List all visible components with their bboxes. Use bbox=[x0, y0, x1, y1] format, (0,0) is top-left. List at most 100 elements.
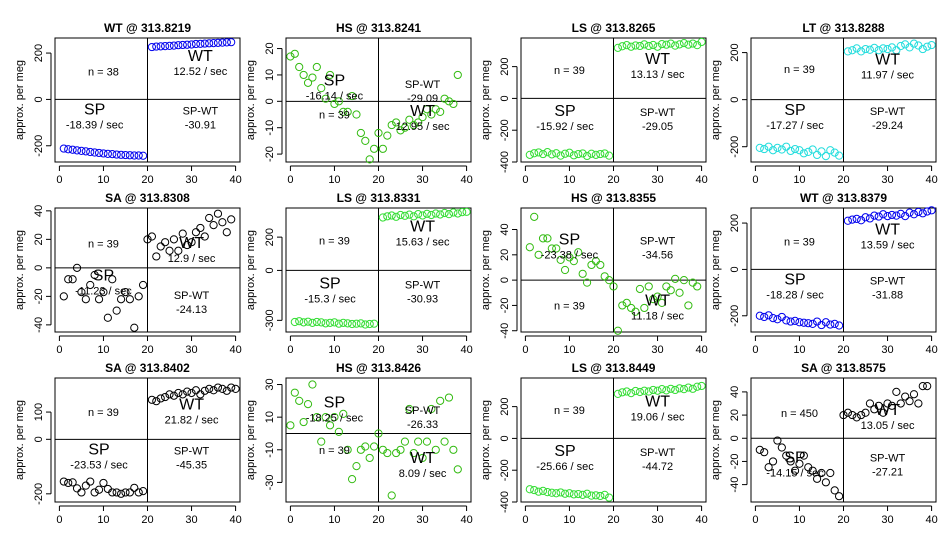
n-count-label: n = 39 bbox=[319, 235, 350, 247]
data-point bbox=[834, 151, 844, 160]
wt-rate: 12.9 / sec bbox=[168, 253, 216, 265]
data-point bbox=[200, 232, 209, 241]
y-tick-label: 0 bbox=[33, 436, 45, 442]
wt-title: WT bbox=[410, 218, 435, 235]
x-tick-label: 30 bbox=[651, 514, 663, 526]
data-point bbox=[826, 146, 835, 155]
sp-wt-value: -30.91 bbox=[185, 119, 216, 131]
panel-title: WT @ 313.8219 bbox=[104, 21, 191, 35]
data-point bbox=[671, 274, 680, 283]
data-point bbox=[94, 295, 104, 304]
data-point bbox=[569, 151, 578, 160]
data-point bbox=[308, 380, 317, 389]
x-tick-label: 10 bbox=[328, 174, 340, 186]
data-point bbox=[848, 46, 857, 55]
data-point bbox=[295, 396, 304, 405]
data-point bbox=[591, 150, 600, 159]
x-tick-label: 40 bbox=[229, 514, 241, 526]
panel: LS @ 313.8265 0 10 20 30 40 -400 -200 0 200 approx… bbox=[480, 21, 708, 186]
data-point bbox=[697, 37, 706, 47]
data-point bbox=[422, 437, 432, 446]
data-point bbox=[543, 148, 552, 157]
data-point bbox=[312, 62, 321, 72]
data-point bbox=[213, 38, 223, 47]
x-tick-label: 30 bbox=[881, 514, 893, 526]
y-tick-label: 10 bbox=[264, 69, 276, 81]
x-tick-label: 10 bbox=[97, 174, 109, 186]
data-point bbox=[821, 318, 830, 327]
data-point bbox=[169, 391, 179, 400]
sp-wt-value: -26.33 bbox=[407, 419, 438, 431]
data-point bbox=[618, 42, 627, 51]
data-point bbox=[896, 209, 905, 218]
x-tick-label: 10 bbox=[793, 514, 805, 526]
data-point bbox=[365, 319, 374, 329]
y-tick-label: 200 bbox=[33, 44, 45, 62]
x-tick-label: 40 bbox=[229, 344, 241, 356]
data-point bbox=[330, 99, 339, 109]
data-point bbox=[321, 319, 330, 328]
data-point bbox=[675, 40, 684, 49]
data-point bbox=[574, 489, 583, 499]
data-point bbox=[369, 144, 379, 153]
data-point bbox=[427, 110, 436, 119]
data-point bbox=[618, 301, 627, 310]
data-point bbox=[604, 276, 614, 285]
data-point bbox=[688, 39, 697, 48]
data-point bbox=[99, 149, 108, 158]
data-point bbox=[112, 150, 121, 159]
data-point bbox=[414, 210, 423, 219]
data-point bbox=[317, 84, 326, 93]
y-axis-label: approx. per meg bbox=[14, 400, 26, 480]
data-point bbox=[99, 287, 108, 297]
sp-wt-title: SP-WT bbox=[640, 236, 676, 248]
data-point bbox=[574, 248, 583, 257]
x-tick-label: 10 bbox=[97, 344, 109, 356]
sp-rate: -18.39 / sec bbox=[66, 119, 124, 131]
data-point bbox=[365, 453, 374, 463]
sp-title: SP bbox=[559, 232, 580, 249]
data-point bbox=[303, 400, 313, 409]
data-point bbox=[174, 41, 183, 50]
data-point bbox=[530, 485, 539, 495]
panel: LS @ 313.8449 0 10 20 30 40 -400 -200 0 200 approx… bbox=[480, 361, 708, 526]
data-point bbox=[183, 40, 192, 49]
panel-title: LT @ 313.8288 bbox=[802, 21, 885, 35]
data-point bbox=[887, 210, 897, 220]
data-point bbox=[325, 318, 335, 327]
panel: SA @ 313.8575 0 10 20 30 40 -40 -20 0 20 40 approx.… bbox=[710, 361, 938, 526]
data-point bbox=[613, 326, 623, 335]
y-axis-label: approx. per meg bbox=[710, 230, 722, 310]
data-point bbox=[777, 145, 786, 154]
y-tick-label: 0 bbox=[499, 277, 511, 283]
data-point bbox=[325, 70, 335, 80]
x-tick-label: 0 bbox=[56, 514, 62, 526]
data-point bbox=[901, 392, 910, 401]
panel-title: SA @ 313.8308 bbox=[105, 191, 190, 205]
data-point bbox=[414, 118, 423, 127]
wt-title: WT bbox=[875, 222, 900, 239]
y-tick-label: -40 bbox=[729, 477, 741, 493]
sp-wt-title: SP-WT bbox=[870, 275, 906, 287]
data-point bbox=[143, 235, 152, 244]
data-point bbox=[108, 488, 117, 497]
wt-title: WT bbox=[875, 402, 900, 419]
panel-title: HS @ 313.8355 bbox=[571, 191, 656, 205]
data-point bbox=[764, 311, 773, 320]
wt-rate: 11.97 / sec bbox=[861, 69, 914, 81]
data-point bbox=[378, 213, 388, 222]
sp-wt-value: -44.72 bbox=[642, 461, 673, 473]
data-point bbox=[649, 40, 658, 50]
n-count-label: n = 39 bbox=[88, 407, 119, 419]
data-point bbox=[440, 208, 449, 218]
data-point bbox=[530, 149, 539, 158]
wt-rate: 12.52 / sec bbox=[173, 66, 227, 78]
sp-title: SP bbox=[324, 72, 345, 89]
data-point bbox=[808, 145, 817, 154]
y-tick-label: 0 bbox=[264, 267, 276, 273]
y-axis-label: approx. per meg bbox=[710, 60, 722, 140]
data-point bbox=[782, 316, 791, 325]
data-point bbox=[191, 228, 201, 237]
y-tick-label: 0 bbox=[729, 97, 741, 103]
data-point bbox=[927, 206, 936, 215]
